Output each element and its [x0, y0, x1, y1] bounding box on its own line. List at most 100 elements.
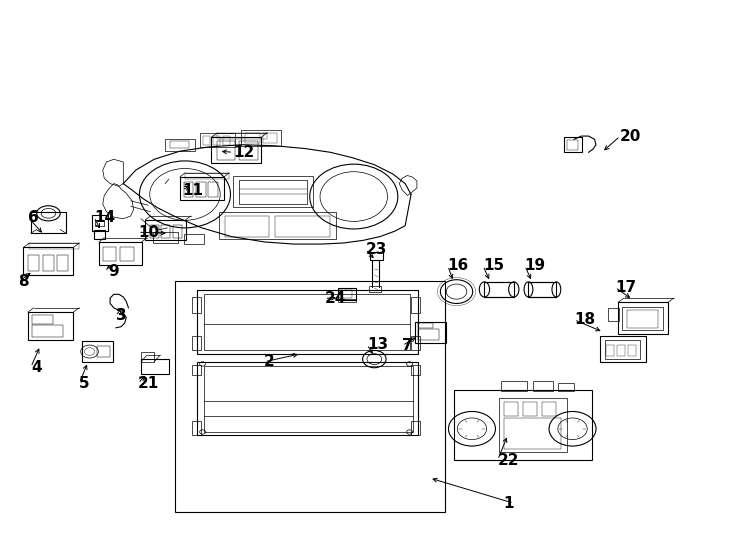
Bar	[369, 286, 381, 292]
Text: 9: 9	[109, 264, 119, 279]
Bar	[627, 310, 658, 328]
Bar	[533, 381, 553, 391]
Text: 12: 12	[233, 145, 255, 160]
Bar	[275, 216, 330, 237]
Bar	[32, 315, 53, 324]
Text: 2: 2	[264, 354, 275, 369]
Bar	[29, 243, 79, 249]
Bar	[608, 308, 619, 321]
Bar	[94, 230, 105, 239]
Bar	[120, 247, 134, 261]
Bar	[523, 402, 537, 416]
Bar	[28, 255, 39, 271]
Bar	[564, 137, 582, 152]
Text: 17: 17	[615, 280, 636, 295]
Text: 18: 18	[574, 312, 595, 327]
Bar	[225, 216, 269, 237]
Text: 7: 7	[402, 338, 413, 353]
Text: 16: 16	[448, 258, 469, 273]
Bar	[263, 133, 277, 143]
Bar	[239, 180, 307, 204]
Bar	[567, 140, 578, 150]
Bar	[217, 133, 267, 139]
Text: 3: 3	[116, 308, 126, 323]
Bar	[184, 182, 193, 197]
Bar	[411, 336, 420, 350]
Bar	[204, 366, 413, 432]
Bar	[192, 421, 201, 435]
Bar	[411, 297, 420, 313]
Text: 13: 13	[367, 337, 388, 352]
Bar	[617, 345, 625, 356]
Bar	[418, 329, 439, 340]
Bar	[200, 133, 235, 147]
Bar	[32, 325, 63, 337]
Bar	[184, 234, 204, 244]
Bar	[192, 297, 201, 313]
Bar	[239, 141, 258, 160]
Bar	[43, 255, 54, 271]
Bar	[411, 364, 420, 375]
Text: 24: 24	[324, 291, 346, 306]
Bar	[213, 136, 220, 145]
Text: 10: 10	[138, 225, 159, 240]
Bar	[203, 136, 210, 145]
Bar	[197, 290, 418, 354]
Bar	[558, 383, 574, 391]
Bar	[197, 362, 418, 435]
Bar	[92, 215, 108, 231]
Bar	[528, 282, 556, 297]
Bar	[504, 402, 518, 416]
Bar	[57, 255, 68, 271]
Bar	[233, 176, 313, 207]
Bar	[542, 402, 556, 416]
Bar	[606, 345, 614, 356]
Bar	[339, 290, 352, 298]
Text: 21: 21	[138, 376, 159, 391]
Bar	[97, 346, 110, 357]
Bar	[217, 141, 235, 160]
Bar	[165, 139, 195, 151]
Bar	[628, 345, 636, 356]
Bar	[245, 133, 260, 143]
Bar	[173, 225, 182, 238]
Bar	[241, 130, 281, 146]
Bar	[150, 225, 159, 238]
Bar	[605, 340, 640, 359]
Bar	[141, 352, 154, 362]
Bar	[170, 141, 189, 148]
Bar	[82, 341, 113, 362]
Text: 4: 4	[31, 360, 41, 375]
Bar	[211, 137, 261, 163]
Bar	[418, 323, 433, 328]
Bar	[484, 282, 514, 297]
Bar	[161, 225, 170, 238]
Bar	[99, 242, 142, 265]
Text: 5: 5	[79, 376, 90, 391]
Bar	[31, 212, 66, 233]
Bar	[501, 381, 527, 391]
Bar	[504, 418, 561, 449]
Bar	[28, 312, 73, 340]
Bar	[145, 220, 186, 240]
Text: 6: 6	[28, 210, 39, 225]
Bar	[338, 299, 356, 302]
Bar	[196, 182, 206, 197]
Bar	[23, 247, 73, 275]
Bar	[219, 212, 336, 239]
Bar	[192, 364, 201, 375]
Text: 22: 22	[498, 453, 519, 468]
Bar	[454, 390, 592, 460]
Bar	[370, 252, 383, 260]
Bar	[103, 247, 116, 261]
Text: 23: 23	[366, 242, 387, 257]
Bar	[95, 220, 104, 226]
Bar	[618, 302, 668, 334]
Bar	[141, 359, 169, 374]
Bar	[600, 336, 646, 362]
Text: 8: 8	[18, 274, 29, 289]
Text: 11: 11	[182, 183, 203, 198]
Bar	[208, 182, 218, 197]
Text: 20: 20	[620, 129, 642, 144]
Bar	[153, 232, 178, 243]
